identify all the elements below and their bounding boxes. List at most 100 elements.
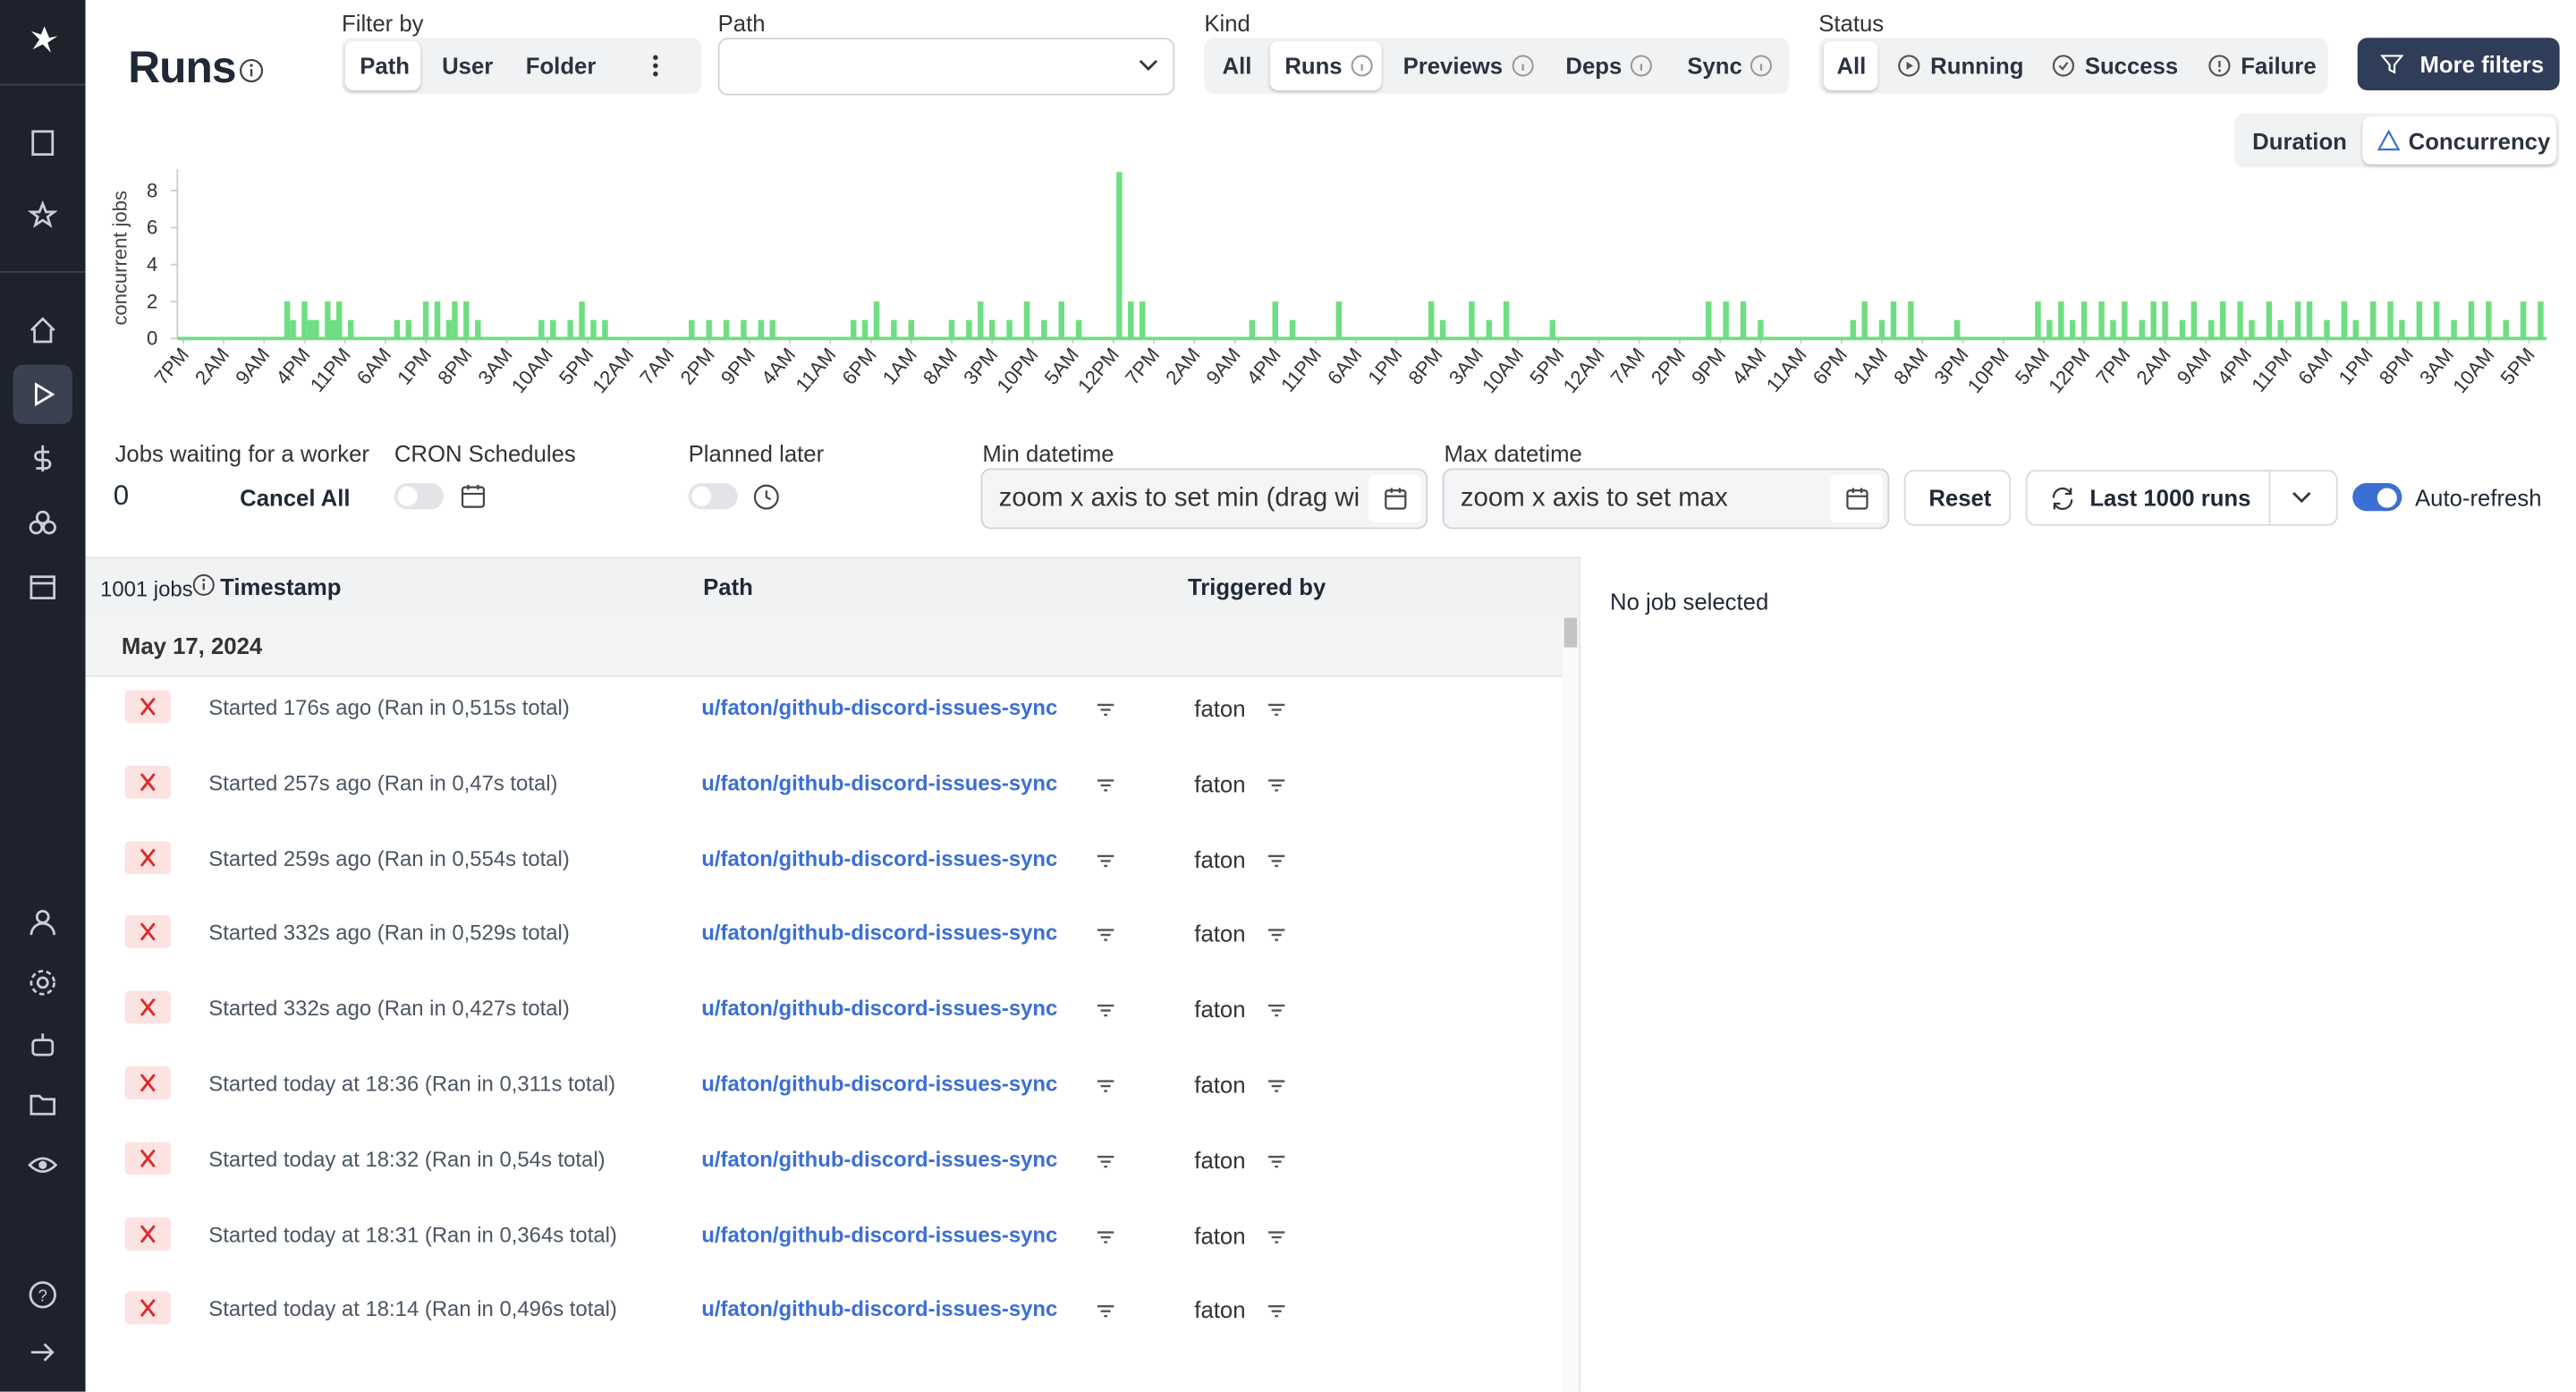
filter-by-user[interactable] [1267, 849, 1286, 869]
scroll-thumb[interactable] [1563, 617, 1578, 648]
toggle-switch[interactable] [2352, 483, 2402, 512]
filter-by-user[interactable] [1267, 699, 1286, 718]
status-option[interactable]: Success [2084, 52, 2179, 80]
x-tick-label: 9PM [1687, 344, 1730, 389]
filter-by-path[interactable] [1096, 999, 1115, 1019]
filter-option[interactable]: Path [360, 52, 410, 80]
min-datetime-input[interactable]: zoom x axis to set min (drag wi [980, 468, 1428, 530]
nav-icon[interactable] [28, 379, 57, 409]
filter-by-path[interactable] [1096, 774, 1115, 794]
job-path[interactable]: u/faton/github-discord-issues-sync [701, 1071, 1058, 1097]
status-option[interactable]: Failure [2241, 52, 2317, 80]
nav-icon[interactable] [28, 200, 58, 230]
bar [1469, 301, 1475, 339]
filter-by-user[interactable] [1267, 774, 1286, 794]
kind-option[interactable]: Deps [1565, 52, 1623, 80]
job-path[interactable]: u/faton/github-discord-issues-sync [701, 921, 1058, 946]
bar [741, 319, 747, 339]
job-path[interactable]: u/faton/github-discord-issues-sync [701, 770, 1058, 795]
job-row[interactable]: Started today at 18:31 (Ran in 0,364s to… [86, 1204, 1563, 1278]
filter-by-path[interactable] [1096, 924, 1115, 944]
scrollbar[interactable] [1562, 617, 1580, 1392]
cancel-all-button[interactable]: Cancel All [240, 484, 351, 512]
last-runs-button[interactable]: Last 1000 runs [2025, 470, 2338, 526]
nav-icon[interactable] [28, 1337, 57, 1367]
toggle-option[interactable]: Duration [2252, 128, 2347, 155]
filter-by-path[interactable] [1096, 1150, 1115, 1169]
filter-by-path[interactable] [1096, 699, 1115, 718]
failure-badge [124, 1217, 172, 1251]
nav-icon[interactable] [28, 1090, 57, 1119]
logo[interactable] [28, 23, 61, 56]
more-filters-button[interactable]: More filters [2357, 38, 2560, 91]
job-row[interactable]: Started 332s ago (Ran in 0,427s total) u/… [86, 978, 1563, 1052]
job-row[interactable]: Started 259s ago (Ran in 0,554s total) u/… [86, 828, 1563, 902]
nav-icon[interactable] [28, 444, 57, 473]
bar [1289, 319, 1296, 339]
nav-icon[interactable] [28, 1150, 58, 1180]
kind-option[interactable]: All [1222, 52, 1252, 80]
filter-by-user[interactable] [1267, 1074, 1286, 1094]
toggle-switch[interactable] [394, 483, 444, 510]
filter-by-user[interactable] [1267, 924, 1286, 944]
info-icon[interactable] [238, 57, 264, 83]
filter-by-user[interactable] [1267, 999, 1286, 1019]
job-path[interactable]: u/faton/github-discord-issues-sync [701, 996, 1058, 1021]
nav-icon[interactable] [28, 968, 57, 997]
bar [394, 319, 401, 339]
nav-icon[interactable] [28, 316, 57, 345]
job-row[interactable]: Started 332s ago (Ran in 0,529s total) u/… [86, 903, 1563, 977]
filter-option[interactable]: User [442, 52, 494, 80]
nav-icon[interactable] [28, 1031, 57, 1060]
kind-option[interactable]: Runs [1284, 52, 1343, 80]
bar [434, 301, 441, 339]
filter-by-user[interactable] [1267, 1150, 1286, 1169]
path-select[interactable] [717, 38, 1175, 96]
kind-option[interactable]: Sync [1687, 52, 1742, 80]
filter-by-path[interactable] [1096, 1225, 1115, 1244]
calendar-icon[interactable] [460, 483, 486, 509]
kind-option[interactable]: Previews [1402, 52, 1504, 80]
calendar-button[interactable] [1830, 474, 1883, 523]
triggered-by: faton [1194, 1071, 1246, 1098]
job-row[interactable]: Started today at 18:14 (Ran in 0,496s to… [86, 1279, 1563, 1354]
filter-option[interactable]: Folder [525, 52, 597, 80]
job-path[interactable]: u/faton/github-discord-issues-sync [701, 1221, 1058, 1247]
clock-icon[interactable] [752, 483, 780, 511]
job-row[interactable]: Started today at 18:32 (Ran in 0,54s tot… [86, 1128, 1563, 1202]
max-datetime-input[interactable]: zoom x axis to set max [1442, 468, 1890, 530]
bar [2046, 319, 2053, 339]
nav-icon[interactable] [28, 572, 57, 601]
bar [769, 319, 775, 339]
nav-icon[interactable] [28, 128, 57, 157]
kebab-menu[interactable] [648, 53, 664, 79]
status-option[interactable]: Running [1930, 52, 2024, 80]
job-path[interactable]: u/faton/github-discord-issues-sync [701, 845, 1058, 870]
calendar-button[interactable] [1368, 474, 1421, 523]
chevron[interactable] [2290, 488, 2313, 508]
job-path[interactable]: u/faton/github-discord-issues-sync [701, 1146, 1058, 1172]
concurrency-chart: concurrent jobs 024687PM2AM9AM4PM11PM6AM… [108, 168, 2546, 397]
job-path[interactable]: u/faton/github-discord-issues-sync [701, 1296, 1058, 1322]
status-option[interactable]: All [1836, 52, 1867, 80]
job-row[interactable]: Started 176s ago (Ran in 0,515s total) u/… [86, 677, 1563, 751]
nav-icon[interactable]: ? [28, 1280, 57, 1310]
nav-icon[interactable] [28, 907, 57, 937]
toggle-switch[interactable] [688, 483, 738, 510]
job-row[interactable]: Started 257s ago (Ran in 0,47s total) u/f… [86, 752, 1563, 827]
triggered-by: faton [1194, 996, 1246, 1023]
y-tick-label: 2 [147, 290, 157, 312]
filter-by-path[interactable] [1096, 849, 1115, 869]
bar [452, 301, 458, 339]
job-path[interactable]: u/faton/github-discord-issues-sync [701, 694, 1058, 720]
job-row[interactable]: Started today at 18:36 (Ran in 0,311s to… [86, 1053, 1563, 1127]
filter-by-path[interactable] [1096, 1074, 1115, 1094]
info-icon[interactable] [192, 573, 216, 597]
reset-button[interactable]: Reset [1903, 470, 2012, 526]
bar [723, 319, 730, 339]
nav-icon[interactable] [28, 508, 57, 538]
filter-by-user[interactable] [1267, 1225, 1286, 1244]
filter-by-user[interactable] [1267, 1301, 1286, 1320]
toggle-option[interactable]: Concurrency [2408, 128, 2551, 155]
filter-by-path[interactable] [1096, 1301, 1115, 1320]
